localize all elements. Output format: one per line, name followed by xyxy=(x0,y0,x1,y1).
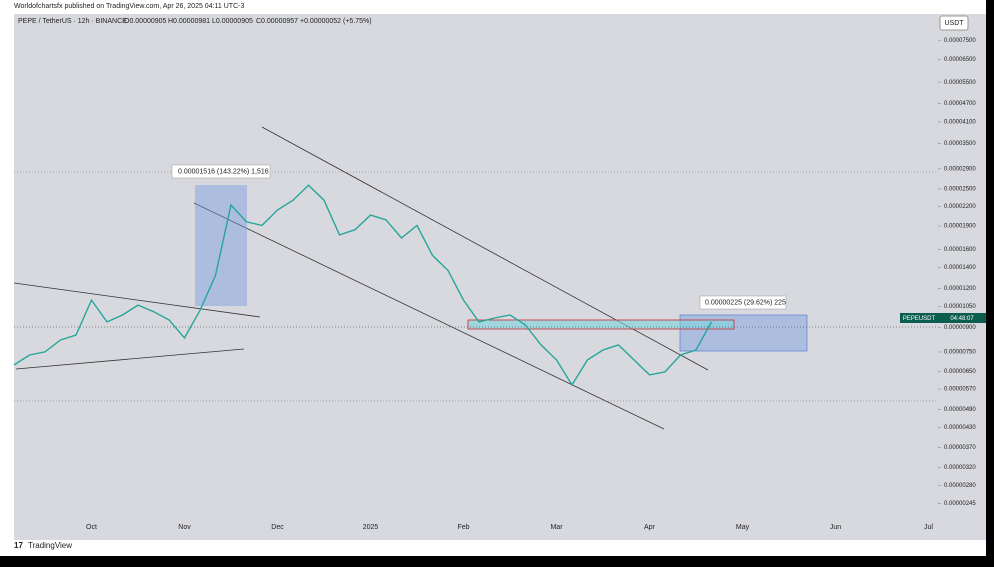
channel-line xyxy=(193,202,665,430)
annotation-box xyxy=(171,164,271,179)
y-tick-label: 0.00004100 xyxy=(944,120,976,126)
y-tick-label: 0.00000650 xyxy=(944,369,976,375)
y-tick-label: 0.00000430 xyxy=(944,425,976,431)
y-tick-label: 0.00000490 xyxy=(944,407,976,413)
x-tick-label: Dec xyxy=(271,524,284,531)
y-tick-label: 0.00002900 xyxy=(944,166,976,172)
price-tag-label: PEPEUSDT xyxy=(903,316,936,322)
measure-box xyxy=(195,185,247,306)
y-tick-label: 0.00003500 xyxy=(944,141,976,147)
countdown: 04:48:07 xyxy=(950,316,974,322)
trend-line xyxy=(13,282,261,318)
y-tick-label: 0.00001400 xyxy=(944,265,976,271)
channel-line xyxy=(261,126,709,371)
y-tick-label: 0.00006500 xyxy=(944,57,976,63)
y-tick-label: 0.00000280 xyxy=(944,483,976,489)
y-tick-label: 0.00005500 xyxy=(944,80,976,86)
price-line xyxy=(13,184,713,387)
y-tick-label: 0.00002200 xyxy=(944,204,976,210)
x-tick-label: Nov xyxy=(178,524,191,531)
x-tick-label: Oct xyxy=(86,524,97,531)
currency-button-label[interactable]: USDT xyxy=(944,20,964,27)
x-tick-label: Jun xyxy=(830,524,841,531)
countdown-tag xyxy=(938,313,986,323)
y-tick-label: 0.00000370 xyxy=(944,445,976,451)
ohlc-high: H0.00000981 xyxy=(168,18,210,25)
y-tick-label: 0.00000245 xyxy=(944,501,976,507)
currency-button[interactable] xyxy=(939,15,969,31)
x-tick-label: Feb xyxy=(457,524,469,531)
plot-area xyxy=(14,14,938,518)
ohlc-open: O0.00000905 xyxy=(124,18,167,25)
x-tick-label: 2025 xyxy=(363,524,379,531)
y-tick-label: 0.00000320 xyxy=(944,465,976,471)
time-axis xyxy=(14,518,986,540)
annotation-box xyxy=(699,295,787,310)
x-tick-label: Apr xyxy=(644,524,656,531)
annotation: 0.00000225 (29.62%) 225 xyxy=(705,299,786,306)
y-tick-label: 0.00000900 xyxy=(944,325,976,331)
y-tick-label: 0.00001600 xyxy=(944,247,976,253)
trend-line xyxy=(15,348,245,370)
y-tick-label: 0.00000750 xyxy=(944,350,976,356)
y-tick-label: 0.00007500 xyxy=(944,38,976,44)
annotation: 0.00001516 (143.22%) 1,516 xyxy=(178,168,269,175)
ohlc-close: C0.00000957 xyxy=(256,18,298,25)
y-tick-label: 0.00001200 xyxy=(944,286,976,292)
x-tick-label: Jul xyxy=(924,524,933,531)
y-tick-label: 0.00004700 xyxy=(944,101,976,107)
y-tick-label: 0.00001900 xyxy=(944,224,976,230)
price-tag xyxy=(900,313,938,323)
y-tick-label: 0.00000570 xyxy=(944,387,976,393)
zone-box xyxy=(467,319,735,330)
symbol: PEPE / TetherUS · 12h · BINANCE xyxy=(18,18,127,25)
publisher-line: Worldofchartsfx published on TradingView… xyxy=(14,3,244,10)
x-tick-label: Mar xyxy=(550,524,563,531)
ohlc-low: L0.00000905 xyxy=(212,18,253,25)
logo-mark: 17 xyxy=(14,541,23,550)
y-tick-label: 0.00002500 xyxy=(944,187,976,193)
price-axis xyxy=(938,14,986,518)
y-tick-label: 0.00001050 xyxy=(944,304,976,310)
ohlc-change: +0.00000052 (+5.75%) xyxy=(300,18,372,25)
x-tick-label: May xyxy=(736,524,750,531)
logo: TradingView xyxy=(28,541,72,550)
